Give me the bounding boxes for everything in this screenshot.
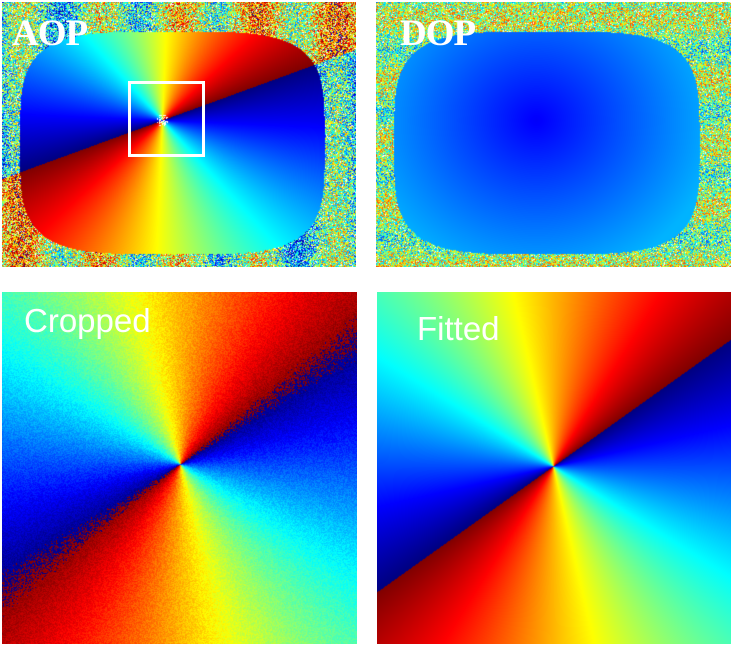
cropped-panel: Cropped: [2, 292, 357, 644]
cropped-image: [2, 292, 357, 644]
aop-label: AOP: [12, 13, 88, 54]
fitted-panel: Fitted: [377, 292, 731, 644]
dop-label: DOP: [400, 13, 476, 54]
aop-panel: AOP: [2, 2, 356, 267]
fitted-label: Fitted: [417, 310, 500, 347]
aop-image: [2, 2, 356, 267]
dop-panel: DOP: [376, 2, 731, 267]
crop-region-box: [128, 81, 205, 157]
fitted-image: [377, 292, 731, 644]
dop-image: [376, 2, 731, 267]
cropped-label: Cropped: [24, 302, 151, 339]
